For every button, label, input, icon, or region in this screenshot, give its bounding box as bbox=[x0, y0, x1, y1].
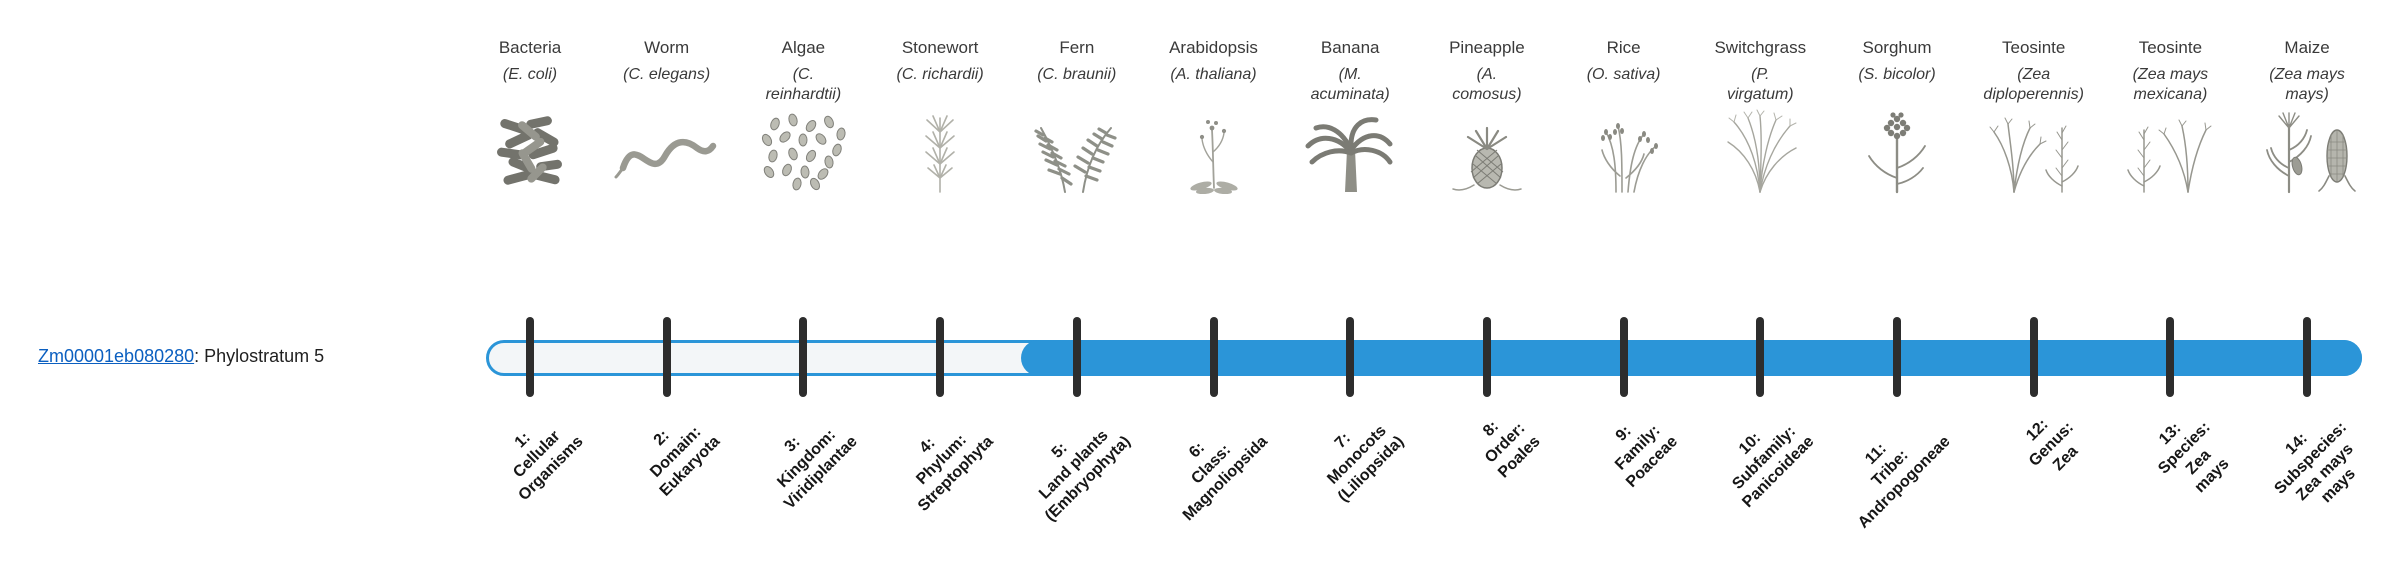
organism-column: Algae (C. reinhardtii) 3: Kingdom: Virid… bbox=[728, 0, 878, 580]
organism-column: Bacteria (E. coli) 1: Cellular Organisms bbox=[455, 0, 605, 580]
phylostratum-label: 12: Genus: Zea bbox=[2022, 416, 2081, 475]
phylostratum-tick bbox=[1756, 317, 1765, 397]
phylostratum-tick bbox=[526, 317, 534, 397]
phylostratum-label: 5: Land plants (Embryophyta) bbox=[1035, 426, 1134, 525]
organism-name: Banana bbox=[1320, 38, 1380, 57]
phylostratum-tick bbox=[662, 317, 671, 397]
phylostratum-label: 8: Order: Poales bbox=[1480, 417, 1544, 482]
organism-name: Arabidopsis bbox=[1169, 38, 1258, 57]
organism-scientific-name: (C. braunii) bbox=[1037, 66, 1117, 83]
phylostrata-bar bbox=[486, 340, 2362, 376]
organism-column: Stonewort (C. richardii) 4: Phylum: Stre… bbox=[865, 0, 1015, 580]
organism-scientific-name: (S. bicolor) bbox=[1858, 66, 1936, 83]
organism-column: Fern (C. braunii) 5: Land plants (Embryo… bbox=[1002, 0, 1152, 580]
banana-icon bbox=[1290, 106, 1410, 194]
phylostratum-tick bbox=[799, 317, 808, 397]
worm-icon bbox=[607, 106, 727, 194]
organism-scientific-name: (A. comosus) bbox=[1452, 66, 1522, 104]
switchgrass-icon bbox=[1700, 106, 1820, 194]
organism-column: Teosinte (Zea diploperennis) 12: Genus: … bbox=[1959, 0, 2109, 580]
phylostratum-tick bbox=[2029, 317, 2038, 397]
maize-icon bbox=[2247, 106, 2367, 194]
teosinte-mexicana-icon bbox=[2110, 106, 2230, 194]
organism-column: Arabidopsis (A. thaliana) 6: Class: Magn… bbox=[1139, 0, 1289, 580]
phylostratum-tick bbox=[1619, 317, 1628, 397]
phylostratum-label: 13: Species: Zea mays bbox=[2154, 418, 2233, 497]
gene-label: Zm00001eb080280: Phylostratum 5 bbox=[38, 346, 324, 367]
algae-icon bbox=[743, 106, 863, 194]
organism-name: Algae bbox=[781, 38, 826, 57]
phylostratum-label: 2: Domain: Eukaryota bbox=[647, 423, 724, 500]
organism-name: Rice bbox=[1606, 38, 1641, 57]
organism-column: Switchgrass (P. virgatum) 10: Subfamily:… bbox=[1685, 0, 1835, 580]
organism-column: Worm (C. elegans) 2: Domain: Eukaryota bbox=[592, 0, 742, 580]
phylostratum-label: 3: Kingdom: Viridiplantae bbox=[773, 426, 861, 513]
sorghum-icon bbox=[1837, 106, 1957, 194]
organism-name: Worm bbox=[644, 38, 690, 57]
phylostratum-label: 14: Subspecies: Zea mays mays bbox=[2271, 418, 2360, 507]
organism-scientific-name: (A. thaliana) bbox=[1170, 66, 1257, 83]
organism-scientific-name: (Zea mays mays) bbox=[2269, 66, 2345, 104]
organism-name: Pineapple bbox=[1449, 38, 1525, 57]
organism-scientific-name: (Zea mays mexicana) bbox=[2132, 66, 2209, 104]
organism-name: Maize bbox=[2284, 38, 2330, 57]
organism-column: Banana (M. acuminata) 7: Monocots (Lilio… bbox=[1275, 0, 1425, 580]
organism-column: Rice (O. sativa) 9: Family: Poaceae bbox=[1549, 0, 1699, 580]
phylostratum-label: 9: Family: Poaceae bbox=[1611, 421, 1681, 491]
fern-icon bbox=[1017, 106, 1137, 194]
phylostratum-tick bbox=[2166, 317, 2175, 397]
pineapple-icon bbox=[1427, 106, 1547, 194]
phylostratum-label: 10: Subfamily: Panicoideae bbox=[1729, 422, 1818, 511]
organism-scientific-name: (Zea diploperennis) bbox=[1983, 66, 2084, 104]
phylostratum-tick bbox=[1209, 317, 1218, 397]
phylostratum-tick bbox=[1072, 317, 1081, 397]
stonewort-icon bbox=[880, 106, 1000, 194]
organism-scientific-name: (P. virgatum) bbox=[1726, 66, 1794, 104]
organism-name: Stonewort bbox=[901, 38, 979, 57]
gene-label-suffix: : Phylostratum 5 bbox=[194, 346, 325, 366]
organism-name: Teosinte bbox=[2002, 38, 2066, 57]
rice-icon bbox=[1564, 106, 1684, 194]
organism-column: Teosinte (Zea mays mexicana) 13: Species… bbox=[2095, 0, 2245, 580]
phylostratum-tick bbox=[1346, 317, 1355, 397]
organism-name: Fern bbox=[1059, 38, 1095, 57]
phylostratum-tick bbox=[1482, 317, 1491, 397]
bacteria-icon bbox=[470, 106, 590, 194]
organism-scientific-name: (O. sativa) bbox=[1586, 66, 1661, 83]
organism-scientific-name: (C. reinhardtii) bbox=[765, 66, 842, 104]
organism-column: Maize (Zea mays mays) 14: Subspecies: Ze… bbox=[2232, 0, 2382, 580]
organism-scientific-name: (E. coli) bbox=[502, 66, 558, 83]
organism-scientific-name: (M. acuminata) bbox=[1310, 66, 1390, 104]
gene-link[interactable]: Zm00001eb080280 bbox=[38, 346, 195, 366]
organism-column: Pineapple (A. comosus) 8: Order: Poales bbox=[1412, 0, 1562, 580]
organism-column: Sorghum (S. bicolor) 11: Tribe: Andropog… bbox=[1822, 0, 1972, 580]
arabidopsis-icon bbox=[1154, 106, 1274, 194]
phylostratum-label: 11: Tribe: Andropogoneae bbox=[1855, 432, 1954, 532]
teosinte-diploperennis-icon bbox=[1974, 106, 2094, 194]
phylostratum-label: 6: Class: Magnoliopsida bbox=[1179, 432, 1271, 524]
organism-name: Teosinte bbox=[2138, 38, 2203, 57]
phylostratum-label: 4: Phylum: Streptophyta bbox=[913, 431, 997, 515]
organism-scientific-name: (C. elegans) bbox=[623, 66, 711, 83]
bar-filled-segment bbox=[1020, 340, 2362, 376]
organism-scientific-name: (C. richardii) bbox=[896, 66, 984, 83]
organism-name: Bacteria bbox=[498, 38, 562, 57]
phylostratum-tick bbox=[936, 317, 945, 397]
phylostratum-label: 7: Monocots (Liliopsida) bbox=[1324, 422, 1407, 506]
phylostratum-tick bbox=[2303, 317, 2312, 397]
organism-name: Switchgrass bbox=[1714, 38, 1807, 57]
organism-name: Sorghum bbox=[1862, 38, 1932, 57]
phylostratum-label: 1: Cellular Organisms bbox=[510, 427, 587, 504]
phylostratum-tick bbox=[1893, 317, 1901, 397]
